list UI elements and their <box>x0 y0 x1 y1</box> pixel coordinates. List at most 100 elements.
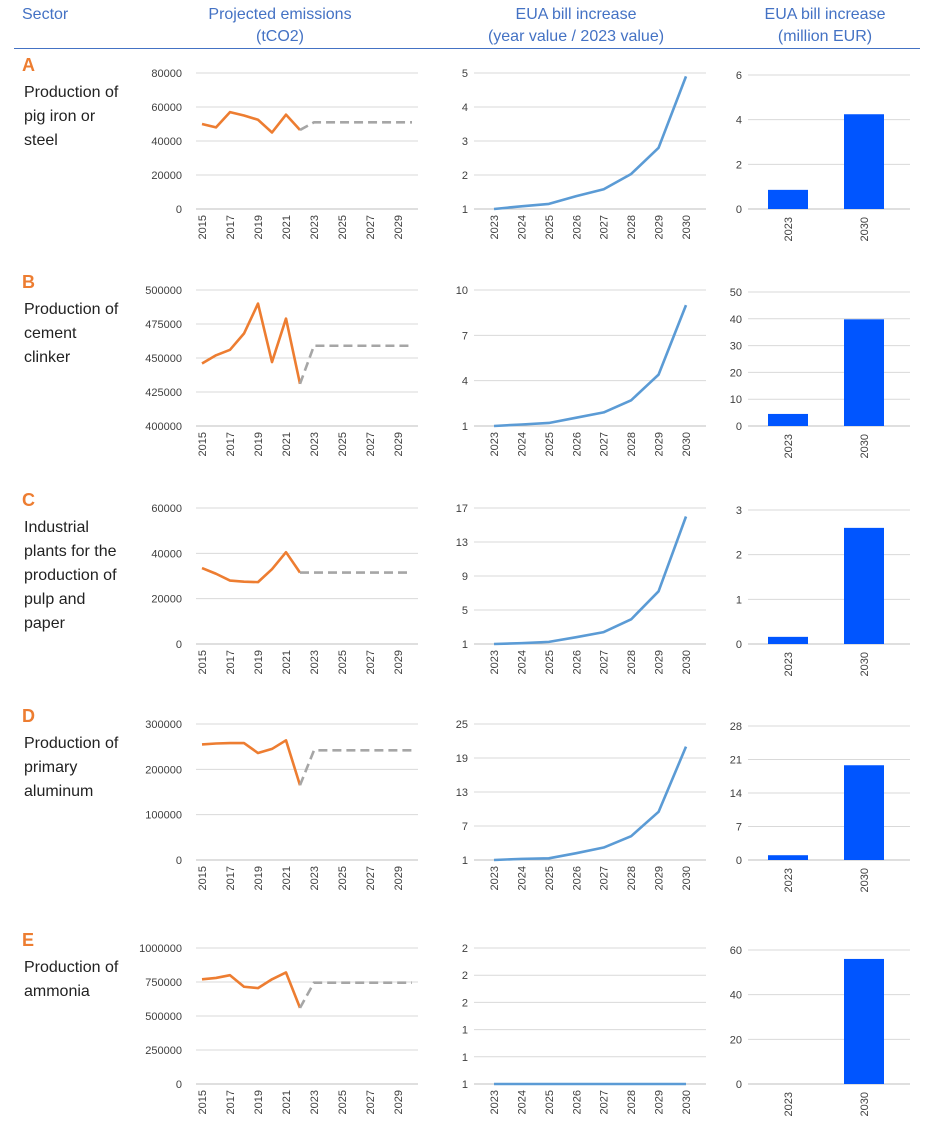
x-tick-label: 2019 <box>253 432 265 456</box>
ratio-chart: 1 4 7 10 2023 2024 2025 2026 2027 2028 2029 2030 <box>456 285 706 456</box>
x-tick-label: 2029 <box>393 866 405 890</box>
ratio-chart: 1 5 9 13 17 2023 2024 2025 2026 2027 2028 2029 2030 <box>456 503 706 674</box>
x-tick-label: 2019 <box>253 215 265 239</box>
x-tick-label: 2030 <box>859 217 871 241</box>
x-tick-label: 2028 <box>626 432 638 456</box>
x-tick-label: 2019 <box>253 866 265 890</box>
y-tick-label: 2 <box>462 970 468 982</box>
x-tick-label: 2026 <box>571 866 583 890</box>
x-tick-label: 2023 <box>489 1090 501 1114</box>
x-tick-label: 2023 <box>309 1090 321 1114</box>
projection-series-line <box>298 344 412 385</box>
x-tick-label: 2030 <box>681 650 693 674</box>
x-tick-label: 2025 <box>337 432 349 456</box>
x-tick-label: 2021 <box>281 432 293 456</box>
y-tick-label: 5 <box>462 68 468 80</box>
y-tick-label: 0 <box>736 855 742 867</box>
emissions-chart: 0 100000 200000 300000 2015 2017 2019 2021 2023 2… <box>145 719 418 890</box>
x-tick-label: 2025 <box>544 215 556 239</box>
x-tick-label: 2015 <box>197 1090 209 1114</box>
x-tick-label: 2030 <box>681 1090 693 1114</box>
y-tick-label: 500000 <box>145 1011 182 1023</box>
y-tick-label: 7 <box>462 821 468 833</box>
x-tick-label: 2024 <box>516 1090 528 1114</box>
x-tick-label: 2017 <box>225 432 237 456</box>
projection-series-line <box>299 121 412 132</box>
x-tick-label: 2023 <box>489 650 501 674</box>
bar-2030 <box>844 765 884 860</box>
x-tick-label: 2027 <box>599 432 611 456</box>
x-tick-label: 2026 <box>571 432 583 456</box>
x-tick-label: 2023 <box>783 1092 795 1116</box>
x-tick-label: 2027 <box>599 866 611 890</box>
y-tick-label: 450000 <box>145 353 182 365</box>
emissions-chart: 400000 425000 450000 475000 500000 2015 2017 20… <box>145 285 418 456</box>
y-tick-label: 1 <box>462 855 468 867</box>
y-tick-label: 0 <box>176 855 182 867</box>
y-tick-label: 3 <box>736 505 742 517</box>
x-tick-label: 2019 <box>253 1090 265 1114</box>
y-tick-label: 475000 <box>145 319 182 331</box>
x-tick-label: 2024 <box>516 215 528 239</box>
y-tick-label: 30 <box>730 341 742 353</box>
header-bill: EUA bill increase (million EUR) <box>764 6 886 45</box>
x-tick-label: 2027 <box>365 866 377 890</box>
x-tick-label: 2023 <box>309 215 321 239</box>
y-tick-label: 0 <box>736 639 742 651</box>
x-tick-label: 2015 <box>197 432 209 456</box>
x-tick-label: 2015 <box>197 866 209 890</box>
header-divider <box>14 48 920 49</box>
header-ratio: EUA bill increase (year value / 2023 valu… <box>487 6 665 45</box>
emissions-chart: 0 20000 40000 60000 2015 2017 2019 2021 2023 2025… <box>151 503 418 674</box>
x-tick-label: 2028 <box>626 1090 638 1114</box>
y-tick-label: 1 <box>462 204 468 216</box>
y-tick-label: 1 <box>462 1052 468 1064</box>
y-tick-label: 1 <box>462 421 468 433</box>
y-tick-label: 2 <box>736 159 742 171</box>
x-tick-label: 2023 <box>783 652 795 676</box>
x-tick-label: 2029 <box>654 650 666 674</box>
y-tick-label: 425000 <box>145 387 182 399</box>
y-tick-label: 7 <box>736 822 742 834</box>
bar-2030 <box>844 114 884 209</box>
ratio-chart: 1 7 13 19 25 2023 2024 2025 2026 2027 2028 2029 2030 <box>456 719 706 890</box>
row-letter: C <box>22 490 35 510</box>
x-tick-label: 2023 <box>489 432 501 456</box>
x-tick-label: 2017 <box>225 650 237 674</box>
x-tick-label: 2025 <box>544 866 556 890</box>
ratio-series-line <box>493 516 688 646</box>
ratio-series-line <box>493 304 688 428</box>
x-tick-label: 2021 <box>281 866 293 890</box>
x-tick-label: 2017 <box>225 215 237 239</box>
y-tick-label: 1 <box>462 1025 468 1037</box>
header-sector: Sector <box>22 6 69 23</box>
emissions-series-line <box>201 550 302 584</box>
y-tick-label: 200000 <box>145 764 182 776</box>
ratio-series-line <box>493 746 688 862</box>
x-tick-label: 2021 <box>281 1090 293 1114</box>
x-tick-label: 2027 <box>365 215 377 239</box>
y-tick-label: 0 <box>736 1079 742 1091</box>
x-tick-label: 2017 <box>225 866 237 890</box>
table-header: Sector Projected emissions (tCO2) EUA bil… <box>0 0 950 48</box>
x-tick-label: 2030 <box>859 434 871 458</box>
x-tick-label: 2029 <box>654 215 666 239</box>
bar-2030 <box>844 958 884 1084</box>
x-tick-label: 2027 <box>599 650 611 674</box>
y-tick-label: 3 <box>462 136 468 148</box>
y-tick-label: 500000 <box>145 285 182 297</box>
y-tick-label: 20000 <box>151 170 182 182</box>
y-tick-label: 20 <box>730 1034 742 1046</box>
y-tick-label: 21 <box>730 755 742 767</box>
y-tick-label: 60000 <box>151 102 182 114</box>
bill-bar-chart: 0 20 40 60 2023 2030 <box>730 945 910 1116</box>
bar-2023 <box>768 855 808 860</box>
emissions-series-line <box>201 971 302 1009</box>
row-letter: E <box>22 930 35 950</box>
sector-name: Industrial plants for the production of … <box>24 519 117 632</box>
x-tick-label: 2017 <box>225 1090 237 1114</box>
x-tick-label: 2029 <box>393 432 405 456</box>
bar-2030 <box>844 527 884 644</box>
y-tick-label: 0 <box>176 639 182 651</box>
